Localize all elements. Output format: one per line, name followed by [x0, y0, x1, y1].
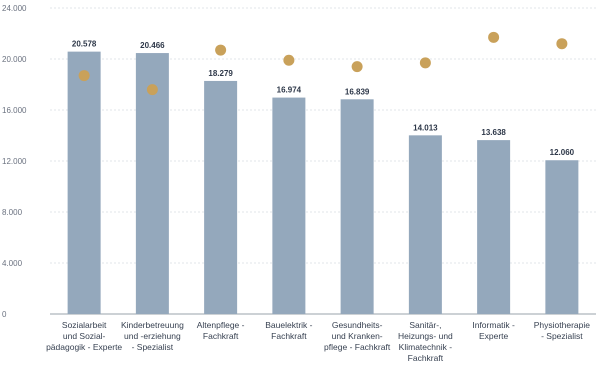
bar [135, 53, 169, 314]
bar [477, 140, 511, 314]
x-tick-label: Experte [479, 331, 509, 341]
x-tick-label: - Spezialist [132, 342, 174, 352]
x-tick-label: Altenpflege - [197, 320, 245, 330]
x-tick-label: Fachkraft [203, 331, 239, 341]
y-tick-label: 12.000 [2, 157, 27, 166]
bar [545, 160, 579, 314]
dot-marker [283, 54, 295, 66]
y-tick-label: 24.000 [2, 4, 27, 13]
bars [67, 51, 579, 315]
y-tick-label: 0 [2, 310, 7, 319]
x-tick-label: und Kranken- [332, 331, 383, 341]
x-tick-label: und -erziehung [124, 331, 181, 341]
bar [340, 99, 374, 314]
y-tick-label: 4.000 [2, 259, 23, 268]
x-tick-label: Heizungs- und [398, 331, 453, 341]
x-tick-label: und Sozial- [63, 331, 106, 341]
y-axis-ticks: 0 4.000 8.000 12.000 16.000 20.000 24.000 [2, 4, 27, 319]
y-tick-label: 8.000 [2, 208, 23, 217]
dot-marker [419, 57, 431, 69]
data-label: 18.279 [208, 69, 233, 78]
dots [78, 31, 568, 96]
x-tick-label: Sanitär-, [409, 320, 441, 330]
x-tick-label: Sozialarbeit [62, 320, 107, 330]
data-label: 20.578 [72, 40, 97, 49]
x-tick-label: Fachkraft [408, 353, 444, 363]
dot-marker [146, 84, 158, 96]
data-label: 20.466 [140, 41, 165, 50]
x-tick-label: - Spezialist [541, 331, 583, 341]
x-tick-label: Gesundheits- [332, 320, 383, 330]
dot-marker [78, 70, 90, 82]
bar [408, 135, 442, 314]
y-tick-label: 16.000 [2, 106, 27, 115]
bar [272, 97, 306, 314]
data-labels: 20.578 20.466 18.279 16.974 16.839 14.013 13.6… [72, 40, 575, 158]
x-tick-label: Physiotherapie [534, 320, 591, 330]
data-label: 13.638 [481, 128, 506, 137]
x-tick-label: Klimatechnik - [399, 342, 453, 352]
grid-lines [50, 7, 596, 315]
x-tick-label: Informatik - [472, 320, 515, 330]
y-tick-label: 20.000 [2, 55, 27, 64]
dot-marker [488, 31, 500, 43]
dot-marker [351, 61, 363, 73]
dot-marker [215, 44, 227, 56]
data-label: 14.013 [413, 123, 438, 132]
data-label: 12.060 [550, 148, 575, 157]
bar [204, 80, 238, 314]
dot-marker [556, 38, 568, 50]
data-label: 16.839 [345, 87, 370, 96]
bar [67, 51, 101, 315]
x-tick-label: Bauelektrik - [265, 320, 312, 330]
x-tick-label: Kinderbetreuung [121, 320, 184, 330]
data-label: 16.974 [277, 86, 302, 95]
x-tick-label: pädagogik - Experte [46, 342, 122, 352]
x-tick-label: pflege - Fachkraft [324, 342, 391, 352]
x-tick-label: Fachkraft [271, 331, 307, 341]
